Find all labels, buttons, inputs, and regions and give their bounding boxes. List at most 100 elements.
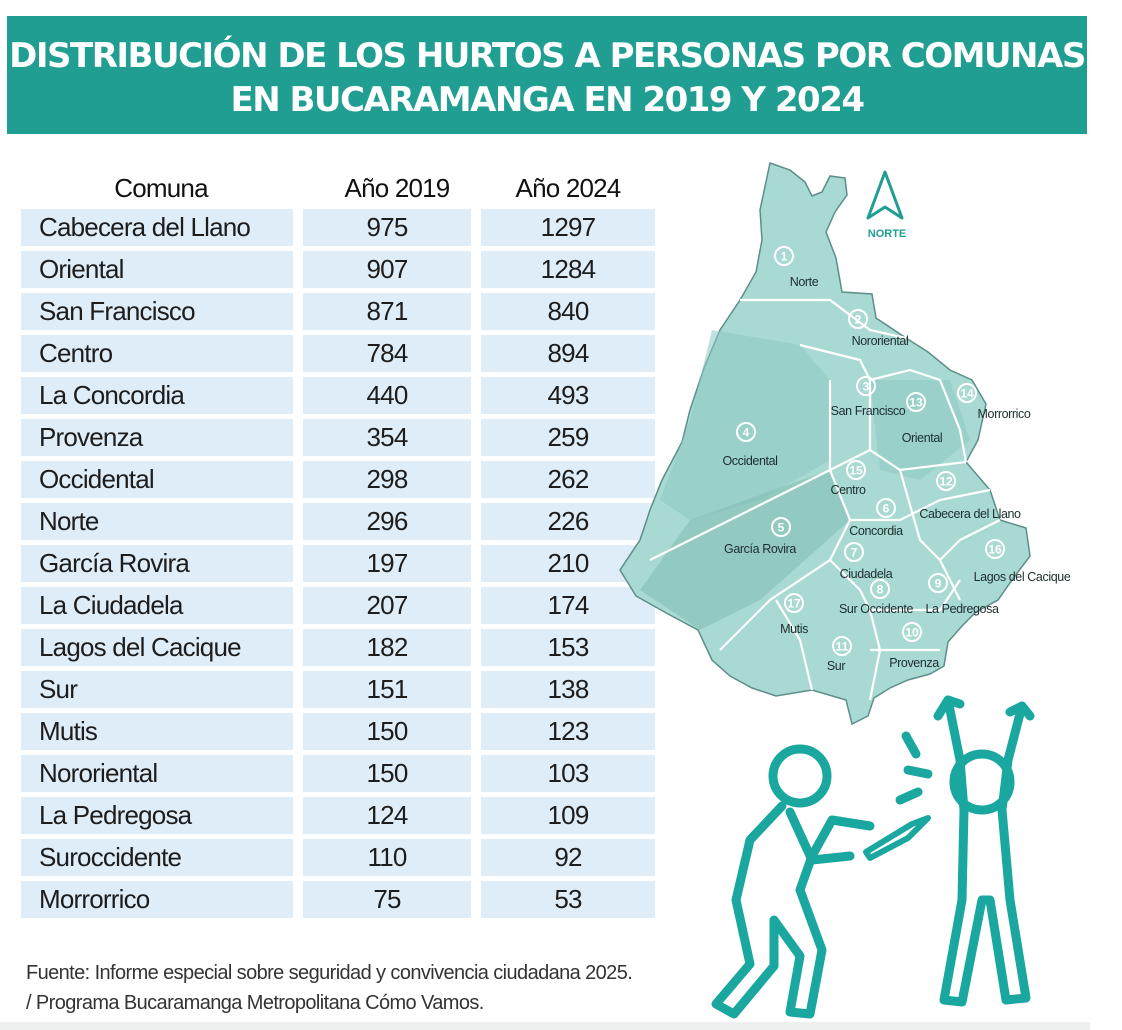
comuna-number-circle — [928, 573, 948, 593]
comuna-number-circle — [832, 636, 852, 656]
table-row: Suroccidente 110 92 — [21, 836, 661, 878]
robbery-illustration-icon — [711, 695, 1035, 1019]
table-row: La Concordia 440 493 — [21, 374, 661, 416]
bottom-strip — [0, 1022, 1090, 1030]
cell-comuna: Oriental — [21, 251, 293, 288]
comuna-number-circle — [856, 376, 876, 396]
table-row: Sur 151 138 — [21, 668, 661, 710]
comuna-number-circle — [848, 309, 868, 329]
comuna-number: 9 — [935, 577, 942, 591]
header-year-2019: Año 2019 — [344, 173, 451, 203]
comuna-number: 4 — [743, 426, 750, 440]
cell-2019: 207 — [303, 587, 471, 624]
comuna-label: García Rovira — [724, 542, 796, 556]
comuna-number: 11 — [836, 640, 849, 654]
comuna-number-circle — [736, 422, 756, 442]
comuna-label: Provenza — [889, 656, 939, 670]
cell-2019: 150 — [303, 755, 471, 792]
table-row: La Ciudadela 207 174 — [21, 584, 661, 626]
table-row: Nororiental 150 103 — [21, 752, 661, 794]
cell-comuna: García Rovira — [21, 545, 293, 582]
comuna-number-circle — [957, 383, 977, 403]
comuna-number: 16 — [988, 543, 1002, 557]
cell-comuna: Nororiental — [21, 755, 293, 792]
title-banner: DISTRIBUCIÓN DE LOS HURTOS A PERSONAS PO… — [7, 16, 1087, 134]
cell-2024: 1297 — [481, 209, 655, 246]
source-note: Fuente: Informe especial sobre seguridad… — [26, 958, 686, 1018]
header-year-2024: Año 2024 — [515, 173, 622, 203]
comuna-number: 5 — [778, 521, 785, 535]
cell-2024: 103 — [481, 755, 655, 792]
table-row: La Pedregosa 124 109 — [21, 794, 661, 836]
comuna-label: Oriental — [902, 431, 943, 445]
cell-comuna: Occidental — [21, 461, 293, 498]
data-table: Comuna Año 2019 Año 2024 Cabecera del Ll… — [21, 168, 661, 920]
cell-2024: 138 — [481, 671, 655, 708]
table-row: García Rovira 197 210 — [21, 542, 661, 584]
comuna-number-circle — [985, 539, 1005, 559]
comuna-number: 10 — [905, 626, 919, 640]
cell-2019: 197 — [303, 545, 471, 582]
cell-2024: 123 — [481, 713, 655, 750]
table-row: Norte 296 226 — [21, 500, 661, 542]
map-boundaries — [649, 298, 1001, 701]
comuna-label: Morrorrico — [978, 407, 1031, 421]
cell-2019: 124 — [303, 797, 471, 834]
comuna-number: 6 — [883, 502, 890, 516]
cell-2024: 109 — [481, 797, 655, 834]
cell-2019: 298 — [303, 461, 471, 498]
table-row: Lagos del Cacique 182 153 — [21, 626, 661, 668]
table-row: Provenza 354 259 — [21, 416, 661, 458]
comuna-number-circle — [870, 579, 890, 599]
comuna-number: 3 — [863, 380, 870, 394]
source-line-2: / Programa Bucaramanga Metropolitana Cóm… — [26, 992, 484, 1014]
title-line-1: DISTRIBUCIÓN DE LOS HURTOS A PERSONAS PO… — [9, 36, 1086, 76]
map-outline — [619, 162, 1031, 726]
cell-comuna: La Concordia — [21, 377, 293, 414]
cell-2019: 907 — [303, 251, 471, 288]
table-row: Occidental 298 262 — [21, 458, 661, 500]
map-shade-occidental — [660, 330, 830, 520]
cell-comuna: Sur — [21, 671, 293, 708]
cell-comuna: La Ciudadela — [21, 587, 293, 624]
map-shade-oriental — [870, 380, 970, 480]
comuna-number-circle — [774, 246, 794, 266]
compass-label: NORTE — [868, 228, 907, 240]
title-line-2: EN BUCARAMANGA EN 2019 Y 2024 — [230, 80, 865, 120]
header-comuna: Comuna — [114, 173, 208, 203]
comuna-number: 17 — [787, 597, 801, 611]
comuna-number-circle — [902, 622, 922, 642]
cell-comuna: La Pedregosa — [21, 797, 293, 834]
cell-2019: 784 — [303, 335, 471, 372]
cell-2019: 975 — [303, 209, 471, 246]
comuna-number-circle — [846, 460, 866, 480]
cell-2019: 182 — [303, 629, 471, 666]
comuna-label: Sur — [827, 659, 845, 673]
comuna-label: San Francisco — [831, 404, 906, 418]
comuna-label: Norte — [790, 275, 819, 289]
cell-2024: 1284 — [481, 251, 655, 288]
table-row: Centro 784 894 — [21, 332, 661, 374]
cell-2024: 262 — [481, 461, 655, 498]
comuna-label: Lagos del Cacique — [974, 570, 1071, 584]
comuna-number: 8 — [877, 583, 884, 597]
cell-2019: 871 — [303, 293, 471, 330]
comuna-label: Occidental — [722, 454, 777, 468]
cell-comuna: Centro — [21, 335, 293, 372]
cell-2024: 226 — [481, 503, 655, 540]
comuna-number-circle — [936, 471, 956, 491]
comuna-number: 13 — [909, 396, 923, 410]
table-row: Morrorrico 75 53 — [21, 878, 661, 920]
comuna-number-circle — [876, 498, 896, 518]
cell-2024: 53 — [481, 881, 655, 918]
cell-2024: 153 — [481, 629, 655, 666]
cell-2019: 354 — [303, 419, 471, 456]
comuna-label: Concordia — [849, 524, 903, 538]
cell-comuna: Suroccidente — [21, 839, 293, 876]
map-shade-garcia-rovira — [640, 470, 850, 630]
comuna-number-circle — [906, 392, 926, 412]
comuna-label: Mutis — [780, 622, 808, 636]
cell-2019: 150 — [303, 713, 471, 750]
cell-2019: 110 — [303, 839, 471, 876]
cell-2024: 210 — [481, 545, 655, 582]
